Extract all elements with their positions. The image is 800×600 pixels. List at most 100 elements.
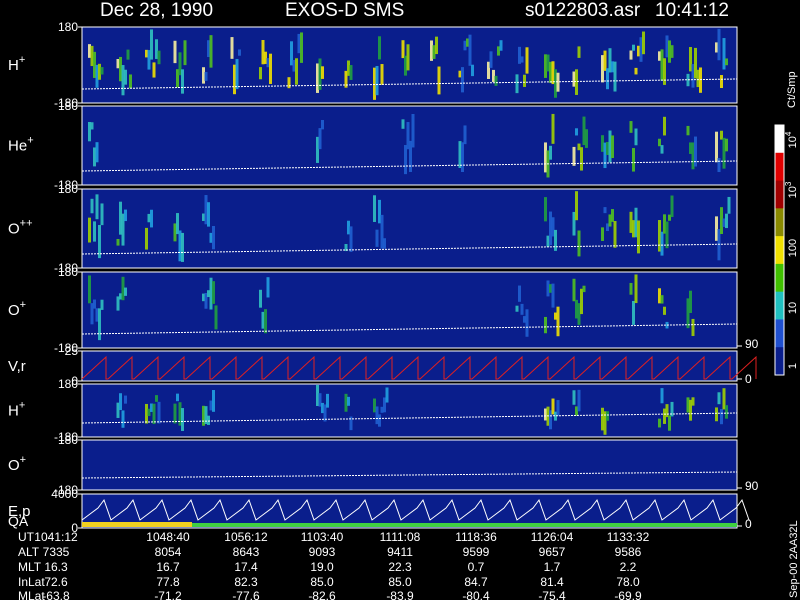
spectrum-cell [316,385,319,407]
cell: 85.0 [310,575,334,589]
spectrum-cell [665,404,669,418]
spectrum-cell [582,285,586,293]
trace-line [81,160,738,172]
spectrum-cell [686,125,690,136]
spectrum-cell [572,146,576,166]
spectrum-cell [318,58,322,90]
spectrum-cell [577,230,581,257]
panel-frame [81,271,738,349]
cell: 7335 [43,545,70,559]
spectrum-cell [173,223,177,242]
header-date: Dec 28, 1990 [100,0,213,21]
sweep-line [81,355,757,380]
spectrum-cell [124,209,127,222]
spectrum-cell [116,59,120,69]
spectrum-cell [608,130,612,163]
colorbar-tick-base: 100 [787,239,799,257]
spectrum-cell [689,399,692,421]
spectrum-cell [691,142,695,170]
spectrum-cell [629,282,633,295]
spectrum-cell [660,295,664,304]
spectrum-cell [98,308,101,341]
spectrum-cell [494,75,498,86]
spectrum-cell [95,142,99,163]
spectrum-cell [323,404,327,422]
energy-step [81,498,750,521]
spectrum-cell [316,136,319,163]
spectrum-cell [93,51,96,78]
spectrum-cell [668,40,671,63]
spectrum-cell [658,51,661,61]
spectrum-cell [98,63,101,80]
cell: 1118:36 [455,530,497,544]
panel-label-sup: + [19,54,25,66]
y-tick-label: 180 [58,182,78,196]
header-file: s0122803.asr [525,0,641,21]
spectrum-cell [183,40,187,66]
spectrum-cell [577,303,581,325]
spectrum-cell [613,61,617,92]
spectrum-cell [95,64,99,88]
spectrum-cell [632,148,635,172]
panel-label-sup: + [20,299,26,311]
colorbar-cell [775,208,784,237]
spectrum-cell [629,121,633,133]
spectrum-cell [715,131,718,163]
spectrum-cell [181,232,184,262]
spectrum-cell [585,129,588,148]
spectrum-cell [546,235,550,247]
y-tick-label: 25 [65,344,79,358]
cell: 17.4 [234,560,258,574]
colorbar-frame [774,124,785,376]
spectrum-cell [290,41,293,66]
right-tick-label: 90 [745,479,759,493]
cell: 9657 [539,545,566,559]
spectrum-cell [556,400,560,416]
spectrum-cell [121,65,125,96]
spectrum-cell [611,61,614,73]
spectrum-cell [181,69,184,94]
spectrum-cell [155,39,158,59]
spectrum-cell [437,66,441,95]
spectrum-cell [261,40,265,65]
spectrum-cell [551,61,555,85]
spectrum-cell [204,195,208,225]
spectrum-cell [88,275,91,304]
spectrum-cell [601,227,604,241]
spectrum-cell [606,141,609,155]
spectrum-cell [404,145,407,175]
panel-sublabel: QA [8,513,29,529]
spectrum-cell [663,214,666,234]
y-tick-label: -180 [54,341,78,355]
spectrum-cell [660,49,664,81]
y-tick-label: 0 [71,521,78,535]
spectrum-cell [100,203,104,226]
spectrum-cell [601,55,604,83]
spectrum-cell [546,54,550,72]
cell: 2.2 [620,560,637,574]
cell: 9093 [309,545,336,559]
spectrum-cell [551,113,555,144]
spectrum-cell [458,70,462,78]
spectrum-cell [629,211,633,233]
cell: 1048:40 [146,530,190,544]
spectrum-cell [347,396,350,406]
spectrum-cell [147,213,151,223]
spectrum-cell [461,67,464,93]
spectrum-cell [204,292,208,309]
spectrum-cell [668,415,671,431]
spectrum-cell [575,128,578,136]
spectrum-cell [383,238,386,249]
spectrum-cell [121,410,125,428]
spectrum-cell [406,44,410,71]
spectrum-cell [629,50,633,60]
spectrum-cell [523,74,526,87]
cell: 0.7 [468,560,485,574]
spectrum-cell [347,60,350,76]
colorbar-tick-exp: 4 [784,131,793,136]
header-time: 10:41:12 [655,0,729,21]
spectrum-cell [689,47,692,72]
spectrum-cell [603,411,607,435]
spectrum-cell [551,217,555,237]
